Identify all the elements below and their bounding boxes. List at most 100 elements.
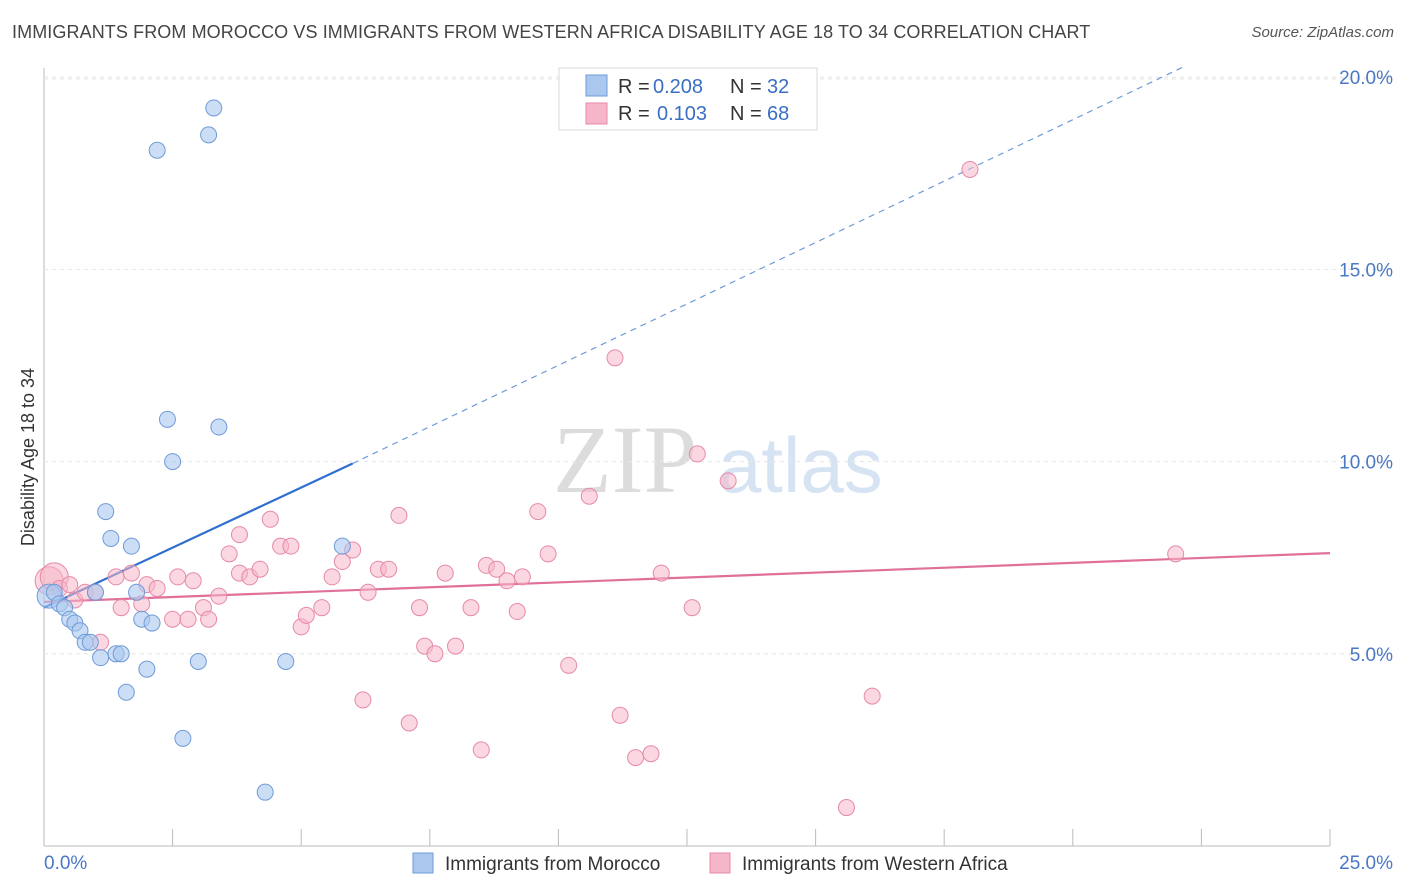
morocco-point — [81, 633, 99, 651]
legend-r-value-morocco: 0.208 — [653, 76, 703, 98]
legend-top: R = 0.208 N = 32 R = 0.103 N = 68 — [558, 67, 818, 131]
western-africa-point — [642, 745, 660, 763]
legend-swatch-western-africa — [585, 102, 608, 125]
western-africa-point — [426, 645, 444, 663]
western-africa-point — [961, 160, 979, 178]
western-africa-point — [447, 637, 465, 655]
western-africa-point — [297, 606, 315, 624]
legend-n-label-morocco: N = — [730, 76, 762, 98]
western-africa-point — [282, 537, 300, 555]
western-africa-point — [354, 691, 372, 709]
western-africa-point — [683, 599, 701, 617]
western-africa-point — [411, 599, 429, 617]
western-africa-point — [112, 599, 130, 617]
morocco-point — [158, 410, 176, 428]
western-africa-point — [230, 526, 248, 544]
legend-n-label-western-africa: N = — [730, 103, 762, 125]
trend-line-western-africa — [43, 551, 1331, 604]
morocco-point — [164, 453, 182, 471]
western-africa-point — [251, 560, 269, 578]
gridlines — [44, 76, 1393, 655]
trend-lines — [43, 65, 1331, 609]
western-africa-point — [179, 610, 197, 628]
western-africa-point — [498, 572, 516, 590]
western-africa-point — [148, 579, 166, 597]
morocco-point — [143, 614, 161, 632]
x-tick-label-min: 0.0% — [44, 853, 87, 874]
western-africa-point — [539, 545, 557, 563]
bottom-legend-swatch-morocco — [412, 852, 434, 874]
western-africa-point — [462, 599, 480, 617]
morocco-point — [97, 503, 115, 521]
legend-swatch-morocco — [585, 74, 608, 97]
western-africa-point — [652, 564, 670, 582]
morocco-point — [333, 537, 351, 555]
western-africa-point — [210, 587, 228, 605]
bottom-legend-label-western-africa: Immigrants from Western Africa — [742, 854, 1008, 875]
western-africa-point — [169, 568, 187, 586]
morocco-point — [102, 529, 120, 547]
western-africa-point — [1167, 545, 1185, 563]
source-label: Source: ZipAtlas.com — [1251, 24, 1394, 41]
y-tick-labels: 5.0% 10.0% 15.0% 20.0% — [1339, 68, 1393, 666]
western-africa-point — [61, 576, 79, 594]
western-africa-point — [122, 564, 140, 582]
western-africa-point — [627, 749, 645, 767]
morocco-point — [277, 652, 295, 670]
western-africa-point — [472, 741, 490, 759]
chart-title: IMMIGRANTS FROM MOROCCO VS IMMIGRANTS FR… — [12, 22, 1091, 42]
watermark-zip: ZIP — [553, 406, 697, 513]
morocco-point — [205, 99, 223, 117]
western-africa-point — [688, 445, 706, 463]
trend-line-morocco — [43, 462, 354, 609]
western-africa-point — [606, 349, 624, 367]
x-tick-label-max: 25.0% — [1339, 853, 1393, 874]
morocco-point — [86, 583, 104, 601]
morocco-point — [128, 583, 146, 601]
western-africa-point — [580, 487, 598, 505]
morocco-point — [92, 649, 110, 667]
western-africa-point — [611, 706, 629, 724]
morocco-point — [138, 660, 156, 678]
western-africa-point — [261, 510, 279, 528]
western-africa-point — [529, 503, 547, 521]
morocco-point — [256, 783, 274, 801]
morocco-point — [148, 141, 166, 159]
y-tick-label: 15.0% — [1339, 260, 1393, 281]
western-africa-point — [560, 656, 578, 674]
western-africa-point — [863, 687, 881, 705]
legend-r-value-western-africa: 0.103 — [657, 103, 707, 125]
bottom-legend-swatch-western-africa — [709, 852, 731, 874]
morocco-point — [174, 729, 192, 747]
western-africa-point — [313, 599, 331, 617]
western-africa-point — [837, 799, 855, 817]
western-africa-point — [200, 610, 218, 628]
western-africa-point — [400, 714, 418, 732]
legend-bottom: Immigrants from Morocco Immigrants from … — [412, 852, 1008, 875]
western-africa-point — [488, 560, 506, 578]
western-africa-point — [390, 506, 408, 524]
western-africa-point — [719, 472, 737, 490]
western-africa-point — [359, 583, 377, 601]
morocco-point — [117, 683, 135, 701]
morocco-point — [122, 537, 140, 555]
y-tick-label: 5.0% — [1350, 645, 1393, 666]
morocco-point — [189, 652, 207, 670]
y-tick-label: 10.0% — [1339, 453, 1393, 474]
western-africa-point — [107, 568, 125, 586]
western-africa-point — [323, 568, 341, 586]
western-africa-point — [508, 603, 526, 621]
western-africa-point — [513, 568, 531, 586]
western-africa-point — [380, 560, 398, 578]
legend-n-value-western-africa: 68 — [767, 103, 789, 125]
legend-n-value-morocco: 32 — [767, 76, 789, 98]
morocco-point — [210, 418, 228, 436]
legend-r-label-western-africa: R = — [618, 103, 650, 125]
y-axis-label: Disability Age 18 to 34 — [18, 368, 38, 546]
morocco-point — [112, 645, 130, 663]
bottom-legend-label-morocco: Immigrants from Morocco — [445, 854, 660, 875]
western-africa-point — [436, 564, 454, 582]
watermark-atlas: atlas — [718, 421, 883, 509]
y-tick-label: 20.0% — [1339, 68, 1393, 89]
